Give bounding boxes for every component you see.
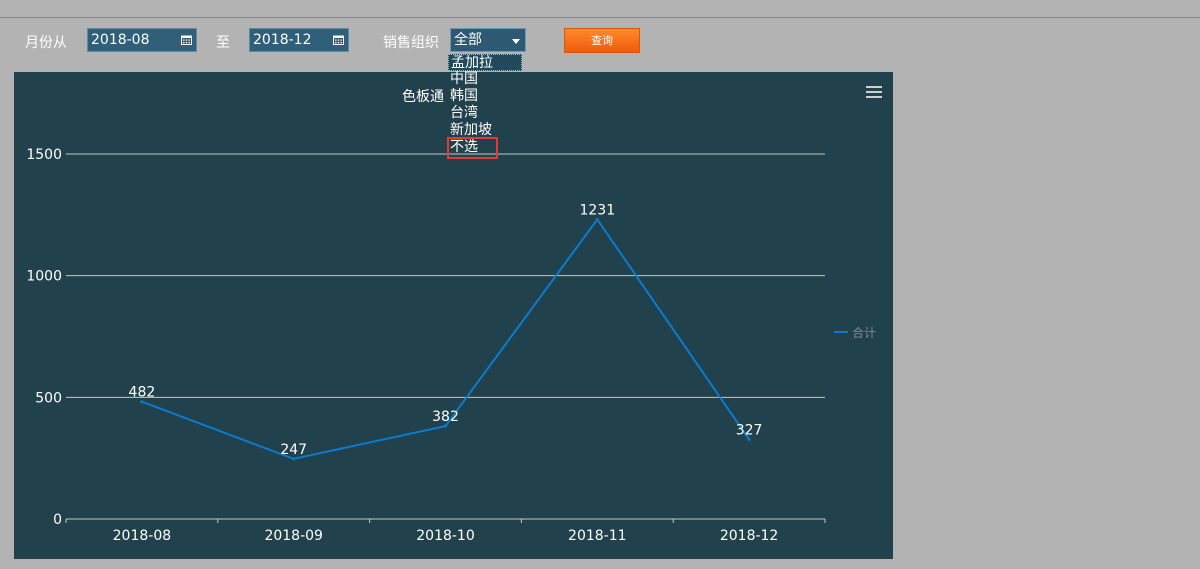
- month-from-input[interactable]: 2018-08: [87, 28, 197, 52]
- dropdown-option[interactable]: 韩国: [450, 88, 478, 104]
- x-tick-label: 2018-10: [416, 528, 475, 544]
- sales-org-dropdown[interactable]: 孟加拉 中国 韩国 台湾 新加坡 不选: [448, 53, 524, 158]
- menu-icon[interactable]: [866, 85, 882, 99]
- sales-org-selected-value: 全部: [454, 32, 482, 48]
- calendar-icon[interactable]: [333, 35, 344, 45]
- dropdown-option[interactable]: 台湾: [450, 105, 478, 121]
- data-point: [444, 424, 447, 428]
- chevron-down-icon[interactable]: [512, 39, 520, 44]
- highlight-box: [447, 137, 498, 159]
- data-label: 1231: [579, 202, 615, 218]
- month-to-input[interactable]: 2018-12: [249, 28, 349, 52]
- data-label: 382: [432, 409, 459, 425]
- x-tick-label: 2018-12: [720, 528, 779, 544]
- dropdown-option[interactable]: 新加坡: [450, 122, 492, 138]
- data-label: 247: [280, 442, 307, 458]
- data-label: 482: [129, 385, 156, 401]
- x-tick-label: 2018-09: [264, 528, 323, 544]
- data-point: [292, 457, 296, 461]
- x-tick-label: 2018-08: [113, 528, 172, 544]
- calendar-icon[interactable]: [181, 35, 192, 45]
- month-from-label: 月份从: [25, 35, 67, 51]
- legend-label: 合计: [852, 325, 876, 340]
- data-point: [140, 400, 144, 404]
- query-button[interactable]: 查询: [564, 28, 640, 53]
- chart-panel: [14, 72, 893, 559]
- month-from-value: 2018-08: [91, 32, 150, 48]
- data-point: [595, 217, 599, 221]
- data-point: [747, 437, 751, 441]
- top-divider: [0, 17, 1200, 18]
- dropdown-option[interactable]: 不选: [450, 139, 478, 155]
- y-tick-label: 1000: [26, 269, 62, 285]
- month-to-value: 2018-12: [253, 32, 312, 48]
- data-label: 327: [736, 422, 763, 438]
- dropdown-option[interactable]: 中国: [450, 71, 478, 87]
- chart-title: 色板通: [402, 88, 444, 105]
- sales-org-select[interactable]: 全部: [450, 28, 526, 52]
- dropdown-option[interactable]: 孟加拉: [448, 54, 522, 71]
- y-tick-label: 1500: [26, 147, 62, 163]
- y-tick-label: 500: [35, 390, 62, 406]
- y-tick-label: 0: [53, 512, 62, 528]
- x-tick-label: 2018-11: [568, 528, 627, 544]
- to-label: 至: [216, 35, 230, 51]
- sales-org-label: 销售组织: [383, 35, 439, 51]
